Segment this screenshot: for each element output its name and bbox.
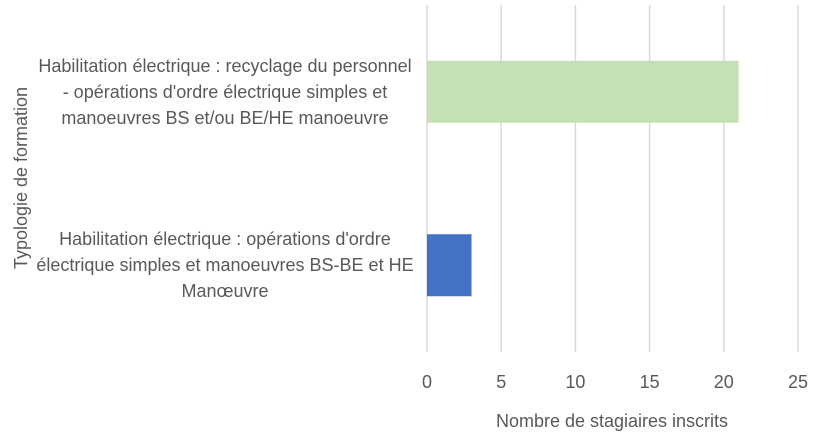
x-axis-title: Nombre de stagiaires inscrits: [496, 411, 728, 431]
bar: [427, 60, 739, 123]
y-tick-label: Habilitation électrique : recyclage du p…: [38, 55, 412, 128]
x-tick-label: 25: [788, 372, 808, 392]
y-axis-title: Typologie de formation: [11, 87, 31, 269]
category-label-box: Habilitation électrique : opérations d'o…: [36, 229, 414, 302]
x-tick-label: 0: [422, 372, 432, 392]
x-tick-label: 10: [565, 372, 585, 392]
x-tick-label: 20: [714, 372, 734, 392]
category-label-box: Habilitation électrique : recyclage du p…: [38, 55, 412, 128]
x-tick-label: 5: [496, 372, 506, 392]
y-tick-label: Habilitation électrique : opérations d'o…: [36, 229, 414, 302]
bar: [427, 234, 472, 297]
x-tick-label: 15: [640, 372, 660, 392]
